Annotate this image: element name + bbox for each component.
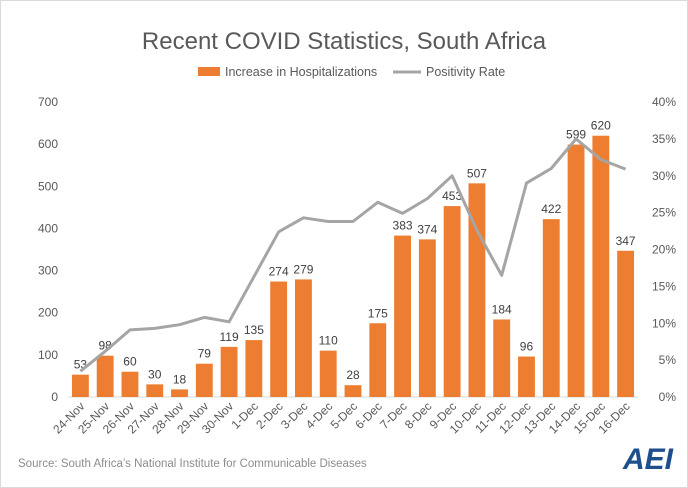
y-left-tick-label: 500 (38, 179, 58, 193)
x-axis-labels: 24-Nov25-Nov26-Nov27-Nov28-Nov29-Nov30-N… (50, 399, 632, 436)
bar (171, 389, 188, 397)
bar (146, 384, 164, 397)
legend-swatch-hospitalizations (198, 67, 220, 76)
bar (220, 346, 238, 397)
bar (518, 356, 535, 397)
bar-value-label: 279 (293, 262, 313, 276)
legend-label-positivity: Positivity Rate (426, 65, 505, 79)
bar (96, 355, 114, 397)
x-tick-label: 7-Dec (377, 399, 410, 432)
bar-value-label: 119 (220, 330, 239, 344)
bar-value-label: 18 (173, 372, 187, 386)
bar (567, 144, 585, 397)
y-right-tick-label: 25% (652, 206, 676, 220)
bar (592, 135, 610, 397)
bar-value-label: 347 (616, 234, 636, 248)
bar (542, 219, 560, 397)
bar (617, 250, 635, 397)
x-tick-label: 5-Dec (328, 399, 361, 432)
bar (245, 340, 263, 397)
bar (493, 319, 511, 397)
bar-value-label: 274 (269, 265, 289, 279)
bar (418, 239, 436, 397)
bar-value-label: 28 (346, 368, 360, 382)
y-left-tick-label: 300 (38, 264, 58, 278)
source-note: Source: South Africa’s National Institut… (18, 458, 367, 470)
x-tick-label: 4-Dec (303, 399, 336, 432)
bar (195, 363, 213, 397)
bar-value-label: 374 (417, 222, 437, 236)
bar-value-label: 135 (244, 323, 264, 337)
y-left-tick-label: 100 (38, 348, 58, 362)
bar (443, 206, 461, 397)
bar-value-label: 175 (368, 306, 388, 320)
bar (394, 235, 411, 397)
x-tick-label: 1-Dec (228, 399, 261, 432)
y-right-tick-label: 20% (652, 243, 676, 257)
y-right-tick-label: 5% (659, 353, 677, 367)
bar-value-label: 383 (393, 219, 413, 233)
y-left-tick-label: 400 (38, 221, 58, 235)
bar (71, 374, 89, 397)
bar-value-label: 30 (148, 367, 162, 381)
y-right-tick-label: 40% (652, 95, 676, 109)
y-left-tick-label: 200 (38, 306, 58, 320)
y-right-tick-label: 15% (652, 279, 676, 293)
bar-value-label: 507 (467, 166, 487, 180)
legend: Increase in Hospitalizations Positivity … (198, 65, 505, 79)
y-left-tick-label: 0 (51, 390, 58, 404)
bar (121, 371, 139, 397)
bar (270, 281, 288, 397)
x-tick-label: 3-Dec (278, 399, 311, 432)
positivity-line (79, 137, 627, 373)
bar-value-label: 110 (319, 334, 338, 348)
y-left-tick-label: 600 (38, 137, 58, 151)
bar-value-label: 79 (198, 347, 212, 361)
y-right-tick-label: 30% (652, 169, 676, 183)
y-right-tick-label: 0% (659, 390, 677, 404)
bar (344, 385, 362, 397)
y-left-tick-label: 700 (38, 95, 58, 109)
bar (319, 350, 337, 397)
bar-value-label: 96 (520, 340, 534, 354)
x-tick-label: 8-Dec (402, 399, 435, 432)
aei-logo: AEI (622, 443, 674, 476)
bar-value-label: 620 (591, 119, 611, 133)
x-tick-label: 2-Dec (253, 399, 286, 432)
bar-value-label: 453 (442, 189, 462, 203)
x-tick-label: 6-Dec (352, 399, 385, 432)
chart-title: Recent COVID Statistics, South Africa (142, 28, 547, 55)
y-axis-left: 0 100 200 300 400 500 600 700 (38, 95, 58, 404)
bar-series (71, 135, 635, 397)
bar (295, 279, 312, 397)
y-axis-right: 0% 5% 10% 15% 20% 25% 30% 35% 40% (652, 95, 676, 404)
y-right-tick-label: 10% (652, 316, 676, 330)
bar (369, 323, 387, 397)
bar-value-label: 599 (566, 128, 586, 142)
bar-value-label: 60 (123, 355, 137, 369)
bar-value-label: 184 (492, 302, 512, 316)
aei-logo-text: AEI (622, 443, 674, 476)
legend-label-hospitalizations: Increase in Hospitalizations (225, 65, 377, 79)
bar-value-label: 422 (541, 202, 561, 216)
y-right-tick-label: 35% (652, 132, 676, 146)
